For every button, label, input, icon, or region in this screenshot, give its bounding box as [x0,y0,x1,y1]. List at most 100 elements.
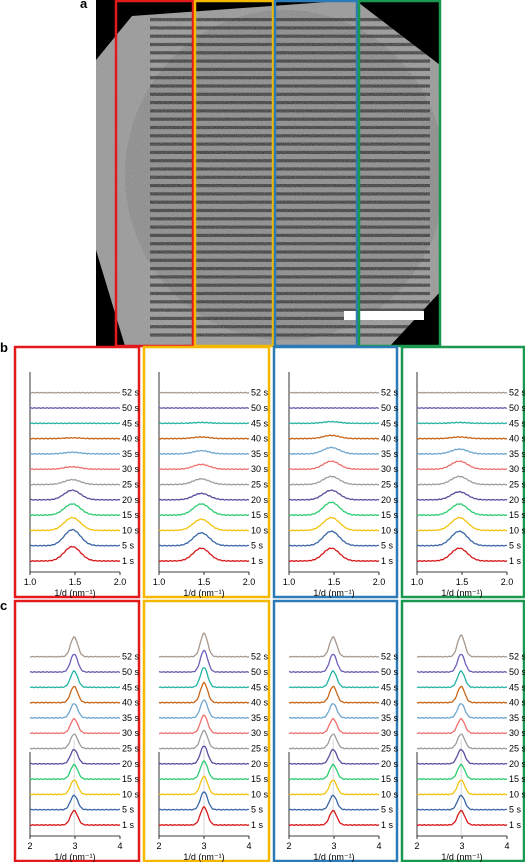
series-label: 1 s [509,556,522,566]
x-tick-label: 2.0 [114,577,127,587]
series-line-50s [416,653,508,674]
series-line-45s [29,669,121,689]
series-label: 30 s [381,464,399,474]
x-tick-label: 3 [201,841,206,851]
series-line-20s [416,490,508,501]
series-label: 15 s [509,774,525,784]
series-line-45s [158,666,250,689]
region-box-4 [357,0,442,348]
series-label: 35 s [122,713,140,723]
series-label: 5 s [509,805,522,815]
series-line-40s [158,681,250,704]
series-label: 15 s [251,510,269,520]
series-line-15s [158,503,250,517]
series-label: 30 s [122,728,140,738]
series-line-15s [416,503,508,517]
series-line-52s [29,636,121,658]
x-tick-label: 1.5 [69,577,82,587]
series-label: 10 s [381,789,399,799]
series-label: 52 s [251,652,269,662]
series-line-50s [158,406,250,410]
series-label: 45 s [509,682,525,692]
x-tick-label: 1.0 [153,577,166,587]
series-line-10s [158,775,250,796]
series-line-35s [29,451,121,455]
series-label: 50 s [509,667,525,677]
series-line-10s [416,516,508,532]
series-label: 15 s [509,510,525,520]
series-label: 50 s [251,403,269,413]
series-label: 30 s [381,728,399,738]
series-label: 40 s [251,698,269,708]
series-line-30s [158,463,250,471]
region-frame [400,345,525,599]
series-label: 20 s [122,759,140,769]
panel-label-b: b [0,340,8,355]
series-line-10s [288,516,380,532]
series-line-5s [158,791,250,811]
series-label: 35 s [251,449,269,459]
series-label: 52 s [381,652,399,662]
series-label: 40 s [509,698,525,708]
series-line-10s [416,779,508,796]
series-label: 40 s [381,698,399,708]
series-line-40s [288,434,380,440]
series-line-15s [158,760,250,781]
series-line-50s [29,653,121,674]
series-line-35s [288,446,380,455]
series-line-5s [288,530,380,547]
series-label: 15 s [381,774,399,784]
series-label: 15 s [381,510,399,520]
x-tick-label: 3 [331,841,336,851]
series-line-5s [29,794,121,811]
x-tick-label: 2 [286,841,291,851]
series-label: 10 s [509,525,525,535]
series-line-50s [158,649,250,674]
series-label: 40 s [381,434,399,444]
series-label: 35 s [509,713,525,723]
series-line-1s [158,805,250,827]
series-line-1s [288,547,380,563]
series-label: 10 s [381,525,399,535]
series-label: 10 s [122,525,140,535]
series-label: 40 s [122,698,140,708]
series-label: 50 s [509,403,525,413]
series-line-1s [29,545,121,563]
series-line-1s [416,809,508,827]
series-label: 35 s [251,713,269,723]
x-tick-label: 2.0 [501,577,514,587]
series-line-20s [29,489,121,501]
series-line-20s [158,745,250,765]
series-line-5s [416,530,508,547]
series-line-52s [29,391,121,394]
x-axis-label: 1/d (nm⁻¹) [441,588,482,598]
series-label: 1 s [122,556,135,566]
series-label: 40 s [122,434,140,444]
series-label: 30 s [251,464,269,474]
series-line-10s [29,779,121,796]
series-line-25s [29,478,121,486]
x-axis-label: 1/d (nm⁻¹) [313,852,354,862]
series-line-45s [158,421,250,425]
series-label: 52 s [122,652,140,662]
series-line-25s [158,729,250,750]
chart-panel-b-4: 1.0 1.5 2.0 1/d (nm⁻¹) 1 s 5 s 10 s 15 s 20 s 25 … [400,345,525,599]
series-line-15s [416,763,508,781]
region-frame [400,599,525,862]
chart-panel-b-1: 1.0 1.5 2.0 1/d (nm⁻¹) 1 s 5 s 10 s 15 s 20 s 25 … [13,345,141,599]
series-label: 5 s [251,541,264,551]
series-label: 50 s [122,667,140,677]
series-line-40s [288,685,380,704]
x-tick-label: 1.5 [456,577,469,587]
series-label: 10 s [122,789,140,799]
series-label: 50 s [122,403,140,413]
series-label: 35 s [509,449,525,459]
region-frame [13,345,141,599]
series-label: 40 s [251,434,269,444]
series-label: 25 s [251,480,269,490]
series-line-25s [416,733,508,750]
series-line-30s [29,717,121,735]
x-tick-label: 1.0 [411,577,424,587]
series-line-35s [158,699,250,719]
